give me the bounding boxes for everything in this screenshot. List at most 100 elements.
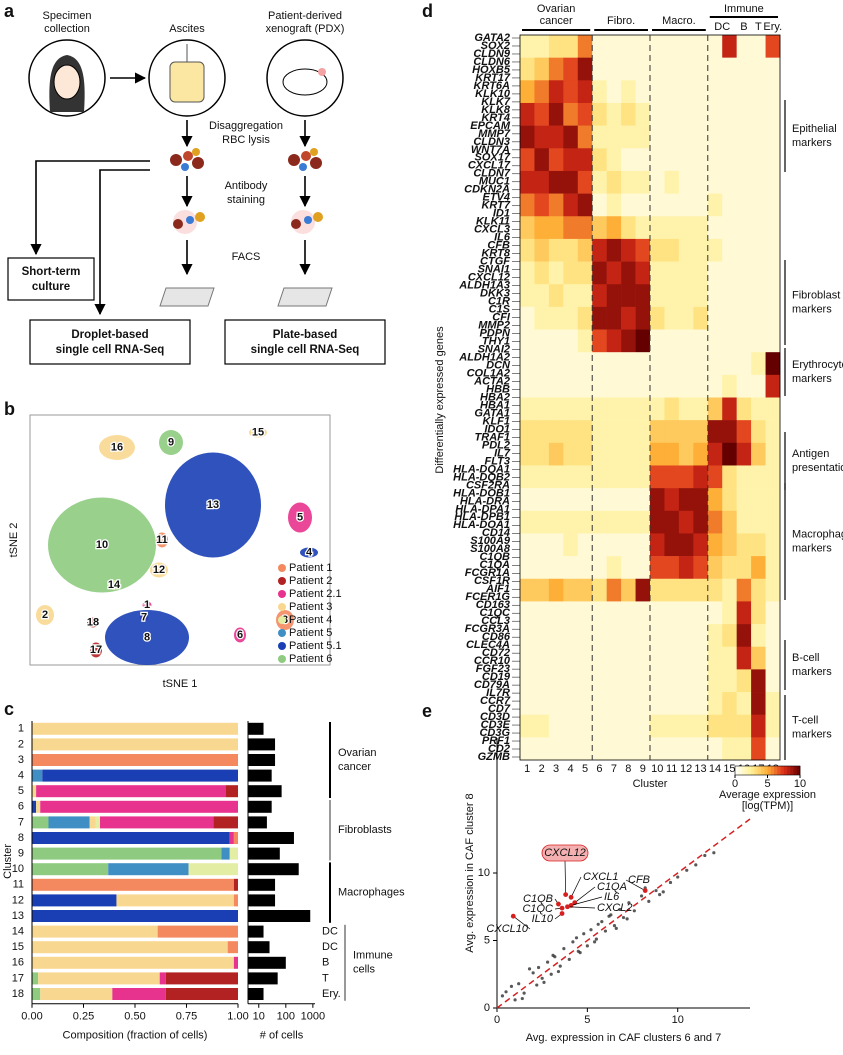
heatmap-cell bbox=[664, 125, 680, 149]
legend-label: Patient 4 bbox=[289, 614, 332, 626]
bar-segment bbox=[108, 863, 189, 876]
heatmap-cell bbox=[534, 420, 550, 444]
box bbox=[224, 319, 386, 365]
gene-label: CD3D bbox=[480, 711, 510, 723]
heatmap-cell bbox=[621, 624, 636, 648]
gene-label: C1QB bbox=[479, 551, 510, 563]
heatmap-cell bbox=[664, 442, 680, 466]
heatmap-cell bbox=[548, 35, 564, 58]
heatmap-cell bbox=[548, 80, 564, 104]
heatmap-cell bbox=[736, 601, 752, 625]
heatmap-cell bbox=[736, 397, 752, 421]
cluster-number: 6 bbox=[18, 801, 24, 813]
gene-label: CTGF bbox=[480, 256, 510, 268]
heatmap-cell bbox=[765, 533, 781, 557]
gene-label: IDO1 bbox=[484, 423, 510, 435]
y-axis-label: Differentially expressed genes bbox=[434, 326, 446, 474]
colorbar-step bbox=[735, 766, 739, 775]
cluster-points bbox=[300, 547, 318, 558]
heatmap-cell bbox=[606, 35, 622, 58]
bar-segment bbox=[48, 816, 90, 829]
point bbox=[654, 888, 658, 893]
heatmap-cell bbox=[548, 329, 564, 353]
heatmap-cell bbox=[707, 465, 723, 489]
heatmap-cell bbox=[592, 420, 607, 444]
heatmap-cell bbox=[664, 261, 680, 285]
x-tick-label: 5 bbox=[582, 763, 588, 775]
gene-label: CXCL1 bbox=[583, 871, 618, 883]
cluster-points bbox=[234, 627, 246, 643]
heatmap-cell bbox=[635, 488, 651, 512]
heatmap-cell bbox=[563, 102, 579, 126]
y-tick-label: 0 bbox=[484, 1002, 490, 1014]
heatmap-cell bbox=[765, 57, 781, 81]
gene-label: SNAI2 bbox=[478, 343, 510, 355]
heatmap-cell bbox=[548, 306, 564, 330]
bar-segment bbox=[233, 832, 238, 844]
heatmap-cell bbox=[751, 533, 766, 557]
cluster-number: 10 bbox=[12, 863, 24, 875]
cluster-points bbox=[159, 430, 183, 455]
heatmap-cell bbox=[693, 170, 709, 194]
heatmap-cell bbox=[722, 284, 737, 308]
heatmap-cell bbox=[722, 465, 737, 489]
heatmap-cell bbox=[693, 80, 709, 104]
heatmap-cell bbox=[577, 737, 593, 761]
heatmap-cell bbox=[563, 669, 579, 693]
heatmap-cell bbox=[534, 261, 550, 285]
column-header: Fibro. bbox=[607, 15, 635, 27]
bar-segment bbox=[32, 956, 234, 969]
heatmap-cell bbox=[621, 125, 636, 149]
x-tick-label: 100 bbox=[277, 1011, 295, 1023]
colorbar-step bbox=[754, 766, 759, 775]
point bbox=[647, 899, 651, 903]
heatmap-cell bbox=[650, 216, 665, 240]
heatmap-cell bbox=[664, 193, 680, 217]
row-label: DC bbox=[322, 941, 338, 953]
bar-segment bbox=[95, 816, 100, 829]
x-tick-label: 13 bbox=[694, 763, 706, 775]
heatmap-cell bbox=[678, 420, 694, 444]
heatmap-cell bbox=[664, 624, 680, 648]
cluster-points bbox=[36, 605, 54, 625]
point bbox=[614, 926, 618, 930]
colorbar-step bbox=[744, 766, 749, 775]
heatmap-cell bbox=[520, 193, 535, 217]
gene-label: MMP2 bbox=[478, 320, 510, 332]
heatmap-cell bbox=[722, 533, 737, 557]
gene-label: CXCL12 bbox=[468, 272, 510, 284]
heatmap-cell bbox=[577, 556, 593, 580]
heatmap-cell bbox=[664, 714, 680, 738]
gene-label: CLDN6 bbox=[473, 56, 511, 68]
heatmap-cell bbox=[606, 193, 622, 217]
heatmap-cell bbox=[707, 374, 723, 398]
gene-label: CXCL17 bbox=[468, 160, 511, 172]
bar bbox=[248, 863, 299, 876]
heatmap-cell bbox=[606, 556, 622, 580]
heatmap-cell bbox=[606, 374, 622, 398]
heatmap-cell bbox=[693, 465, 709, 489]
point bbox=[582, 932, 586, 936]
bar-segment bbox=[32, 785, 37, 798]
heatmap-cell bbox=[606, 329, 622, 353]
heatmap-cell bbox=[736, 170, 752, 194]
cluster-label: 17 bbox=[90, 644, 102, 656]
heatmap-cell bbox=[751, 284, 766, 308]
heatmap-cell bbox=[635, 420, 651, 444]
step-label: Antibody bbox=[225, 180, 268, 192]
column-subheader: T bbox=[755, 21, 762, 33]
identity-line bbox=[496, 818, 751, 1009]
heatmap-cell bbox=[520, 80, 535, 104]
heatmap-cell bbox=[736, 488, 752, 512]
heatmap-cell bbox=[664, 170, 680, 194]
heatmap-cell bbox=[635, 714, 651, 738]
heatmap-cell bbox=[577, 329, 593, 353]
bar bbox=[248, 878, 276, 891]
heatmap-cell bbox=[534, 692, 550, 715]
gene-label: CD163 bbox=[476, 599, 510, 611]
heatmap-cell bbox=[693, 102, 709, 126]
heatmap-cell bbox=[722, 374, 737, 398]
heatmap-cell bbox=[563, 442, 579, 466]
cluster-number: 3 bbox=[18, 754, 24, 766]
heatmap-cell bbox=[650, 261, 665, 285]
